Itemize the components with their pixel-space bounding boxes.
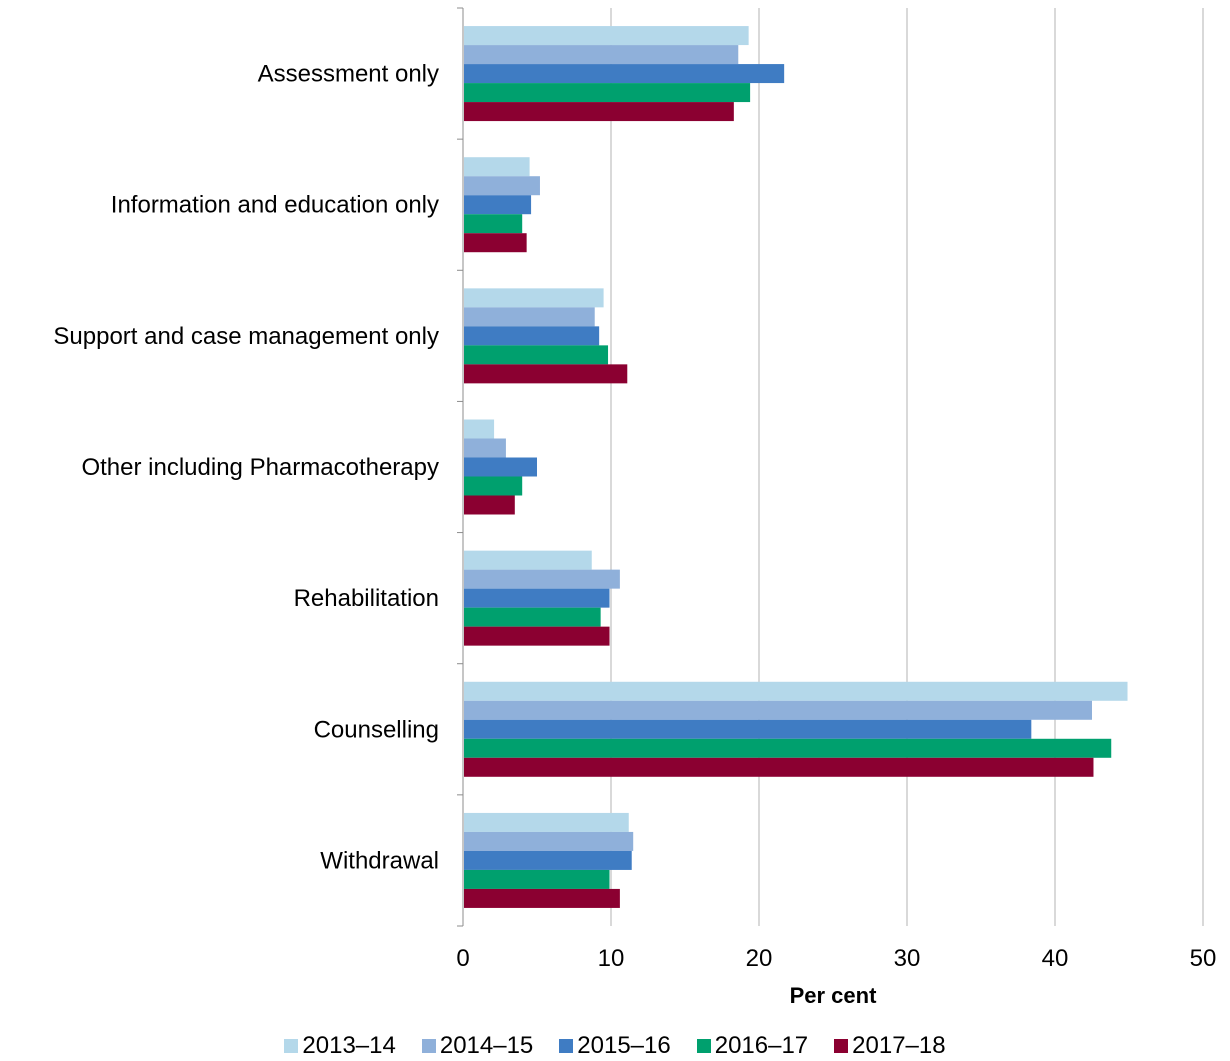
x-axis-title: Per cent <box>790 983 877 1008</box>
bar <box>464 26 749 46</box>
category-label: Withdrawal <box>320 847 439 874</box>
legend-item: 2015–16 <box>559 1032 671 1060</box>
x-tick-label: 10 <box>598 945 625 972</box>
legend-item: 2014–15 <box>421 1032 534 1060</box>
category-label: Other including Pharmacotherapy <box>81 454 439 481</box>
bar <box>464 888 620 908</box>
bar <box>464 681 1128 701</box>
bar <box>464 588 610 608</box>
legend-swatch <box>421 1039 436 1053</box>
bar <box>464 700 1092 720</box>
legend-swatch <box>696 1039 711 1053</box>
bar <box>464 102 734 122</box>
bar <box>464 45 739 65</box>
legend-label: 2013–14 <box>302 1032 396 1059</box>
bar <box>464 214 523 234</box>
legend-item: 2013–14 <box>284 1032 396 1060</box>
legend-swatch <box>559 1039 574 1053</box>
bar <box>464 757 1094 777</box>
x-tick-label: 0 <box>456 945 469 972</box>
category-labels: Assessment only Information and education… <box>53 61 439 875</box>
bar <box>464 83 751 103</box>
x-tick-label: 20 <box>746 945 773 972</box>
bar <box>464 195 532 215</box>
bar <box>464 176 540 196</box>
legend-label: 2016–17 <box>714 1032 809 1059</box>
bar <box>464 326 600 346</box>
bar <box>464 869 610 889</box>
legend-label: 2017–18 <box>852 1032 946 1059</box>
category-label: Rehabilitation <box>294 585 439 612</box>
bar <box>464 738 1112 758</box>
bar <box>464 495 515 515</box>
legend-label: 2014–15 <box>439 1032 534 1059</box>
bar <box>464 419 495 439</box>
bar <box>464 157 530 177</box>
bar <box>464 569 620 589</box>
bar <box>464 607 601 627</box>
legend-swatch <box>834 1039 849 1053</box>
bar <box>464 550 592 570</box>
bar <box>464 364 628 384</box>
legend-swatch <box>284 1039 299 1053</box>
bar <box>464 233 527 253</box>
category-label: Information and education only <box>111 192 439 219</box>
bars <box>464 26 1128 908</box>
bar <box>464 812 629 832</box>
bar <box>464 64 785 84</box>
legend: 2013–14 2014–15 2015–16 2016–17 2017–18 <box>0 1032 1230 1060</box>
x-tick-label: 50 <box>1190 945 1217 972</box>
bar <box>464 307 595 327</box>
legend-item: 2017–18 <box>834 1032 946 1060</box>
bar <box>464 850 632 870</box>
bar <box>464 626 610 646</box>
bar <box>464 438 506 458</box>
bar <box>464 288 604 308</box>
gridlines <box>457 7 1204 927</box>
bar <box>464 719 1032 739</box>
legend-item: 2016–17 <box>696 1032 809 1060</box>
x-tick-label: 30 <box>894 945 921 972</box>
legend-label: 2015–16 <box>577 1032 671 1059</box>
category-label: Assessment only <box>258 61 439 88</box>
category-label: Support and case management only <box>53 323 439 350</box>
bar-chart: Assessment only Information and education… <box>53 7 1216 1008</box>
bar <box>464 831 634 851</box>
bar <box>464 476 523 496</box>
x-tick-label: 40 <box>1042 945 1069 972</box>
x-tick-labels: 0 10 20 30 40 50 <box>456 945 1216 972</box>
bar <box>464 457 537 477</box>
bar <box>464 345 609 365</box>
category-label: Counselling <box>314 716 439 743</box>
